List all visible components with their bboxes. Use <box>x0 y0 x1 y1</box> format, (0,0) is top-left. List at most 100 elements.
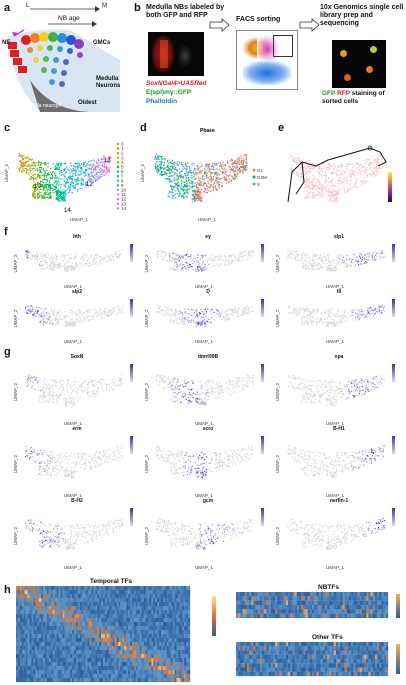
feature-point <box>323 312 325 314</box>
cluster-point <box>68 175 70 178</box>
feature-point <box>355 309 357 311</box>
cluster-point <box>74 172 77 175</box>
feature-point <box>168 261 170 263</box>
phase-point <box>193 162 195 165</box>
phase-point <box>238 158 241 160</box>
feature-point <box>76 262 78 264</box>
feature-point <box>202 317 204 319</box>
trajectory-point <box>317 186 319 188</box>
feature-point <box>197 266 199 268</box>
feature-point <box>75 318 77 320</box>
feature-point <box>327 254 329 256</box>
cluster-point <box>53 191 55 193</box>
feature-point <box>195 270 197 272</box>
feature-point <box>329 322 331 324</box>
phase-point <box>203 168 205 170</box>
feature-point <box>175 258 177 260</box>
feature-point <box>70 269 72 272</box>
feature-point <box>63 316 65 318</box>
feature-point <box>327 266 329 268</box>
feature-point <box>37 310 39 312</box>
trajectory-point <box>358 169 361 171</box>
cluster-point <box>67 177 70 179</box>
feature-point <box>317 319 319 321</box>
feature-point <box>87 315 89 318</box>
feature-point <box>180 321 183 323</box>
feature-point <box>109 259 111 261</box>
feature-point <box>178 258 180 260</box>
feature-point <box>221 313 223 315</box>
feature-point <box>212 308 214 310</box>
feature-point <box>27 253 29 255</box>
feature-point <box>308 311 311 313</box>
cluster-point <box>102 170 105 172</box>
feature-point <box>292 309 294 311</box>
trajectory-point <box>356 179 358 182</box>
feature-point <box>34 256 36 258</box>
feature-point <box>46 315 48 317</box>
phase-point <box>205 183 207 185</box>
feature-point <box>302 262 304 264</box>
phase-point <box>195 172 197 174</box>
feature-point <box>332 262 335 264</box>
phase-point <box>182 176 185 178</box>
feature-point <box>231 309 233 311</box>
umap-ylabel: UMAP_2 <box>276 254 280 273</box>
feature-point <box>324 255 326 257</box>
feature-point <box>202 267 204 270</box>
cluster-point <box>29 158 32 160</box>
phase-point <box>176 178 179 181</box>
trajectory-point <box>297 174 300 176</box>
trajectory-point <box>371 162 373 164</box>
trajectory-point <box>375 159 377 162</box>
feature-point <box>316 308 318 310</box>
trajectory-point <box>292 158 294 160</box>
feature-point <box>172 257 174 259</box>
trajectory-point <box>381 161 383 163</box>
trajectory-point <box>313 168 315 171</box>
cluster-point <box>60 174 62 176</box>
trajectory-point <box>335 194 337 197</box>
feature-point <box>231 254 233 256</box>
feature-point <box>82 259 84 261</box>
feature-point <box>308 264 310 267</box>
feature-point <box>252 250 254 252</box>
feature-point <box>356 262 358 264</box>
feature-point <box>187 313 190 315</box>
trajectory-point <box>349 188 351 190</box>
feature-point <box>245 313 248 315</box>
feature-point <box>317 321 319 323</box>
phase-point <box>182 189 184 191</box>
feature-point <box>77 322 79 324</box>
phase-point <box>171 188 173 191</box>
feature-point <box>300 324 302 326</box>
cluster-point <box>48 182 51 184</box>
feature-point <box>312 323 314 326</box>
cluster-point <box>75 178 78 181</box>
feature-point <box>79 311 81 313</box>
cluster-point <box>34 177 36 180</box>
feature-point <box>312 315 314 317</box>
feature-point <box>40 322 42 324</box>
phase-point <box>183 196 185 199</box>
phase-point <box>199 193 201 195</box>
feature-point <box>297 315 299 317</box>
feature-point <box>227 261 229 263</box>
feature-point <box>192 318 194 320</box>
feature-point <box>363 313 365 315</box>
phase-point <box>214 172 217 175</box>
cluster-point <box>57 199 60 201</box>
feature-point <box>243 251 245 253</box>
trajectory-point <box>361 181 364 183</box>
feature-point <box>200 254 202 256</box>
feature-point <box>205 316 207 318</box>
trajectory-point <box>367 169 369 171</box>
feature-point <box>218 259 220 262</box>
feature-point <box>188 314 190 316</box>
trajectory-point <box>314 196 316 199</box>
feature-point <box>26 312 28 314</box>
feature-point <box>326 262 328 264</box>
gmc-cells <box>27 45 83 58</box>
feature-point <box>107 261 109 263</box>
feature-point <box>51 323 53 325</box>
